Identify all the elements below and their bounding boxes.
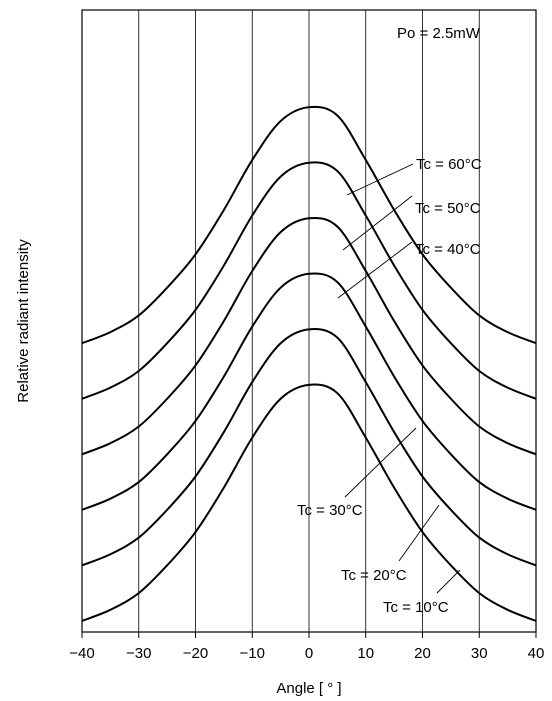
x-tick-label: 40 bbox=[528, 645, 545, 662]
label-leader-line bbox=[436, 569, 461, 594]
series-label: Tc = 20°C bbox=[341, 567, 407, 584]
x-tick-label: −30 bbox=[126, 645, 151, 662]
series-label: Tc = 30°C bbox=[297, 502, 363, 519]
vertical-grid bbox=[138, 10, 480, 632]
label-leader-line bbox=[344, 427, 417, 498]
x-ticks: −40 −30 −20 −10 0 10 20 30 40 bbox=[69, 632, 544, 662]
series-label: Tc = 10°C bbox=[383, 599, 449, 616]
x-tick-label: −20 bbox=[183, 645, 208, 662]
series-label: Tc = 40°C bbox=[415, 241, 481, 258]
curves bbox=[81, 105, 537, 622]
series-line bbox=[81, 161, 537, 400]
series-line bbox=[81, 105, 537, 345]
series-label: Tc = 60°C bbox=[416, 156, 482, 173]
series-line bbox=[81, 328, 537, 567]
x-axis-label: Angle [ ° ] bbox=[276, 680, 341, 697]
label-leader-line bbox=[346, 163, 414, 196]
label-leader-line bbox=[398, 504, 440, 562]
x-tick-label: 30 bbox=[471, 645, 488, 662]
x-tick-label: −10 bbox=[240, 645, 265, 662]
series-line bbox=[81, 216, 537, 456]
y-axis-label: Relative radiant intensity bbox=[15, 239, 32, 403]
x-tick-label: 10 bbox=[357, 645, 374, 662]
x-tick-label: 0 bbox=[305, 645, 313, 662]
power-annotation: Po = 2.5mW bbox=[397, 25, 481, 42]
label-leaders bbox=[337, 163, 461, 594]
label-leader-line bbox=[337, 241, 413, 299]
series-labels: Tc = 60°C Tc = 50°C Tc = 40°C Tc = 30°C Tc =… bbox=[297, 156, 482, 616]
series-label: Tc = 50°C bbox=[415, 200, 481, 217]
x-tick-label: 20 bbox=[414, 645, 431, 662]
x-tick-label: −40 bbox=[69, 645, 94, 662]
series-line bbox=[81, 383, 537, 622]
label-leader-line bbox=[342, 195, 413, 251]
series-line bbox=[81, 272, 537, 511]
